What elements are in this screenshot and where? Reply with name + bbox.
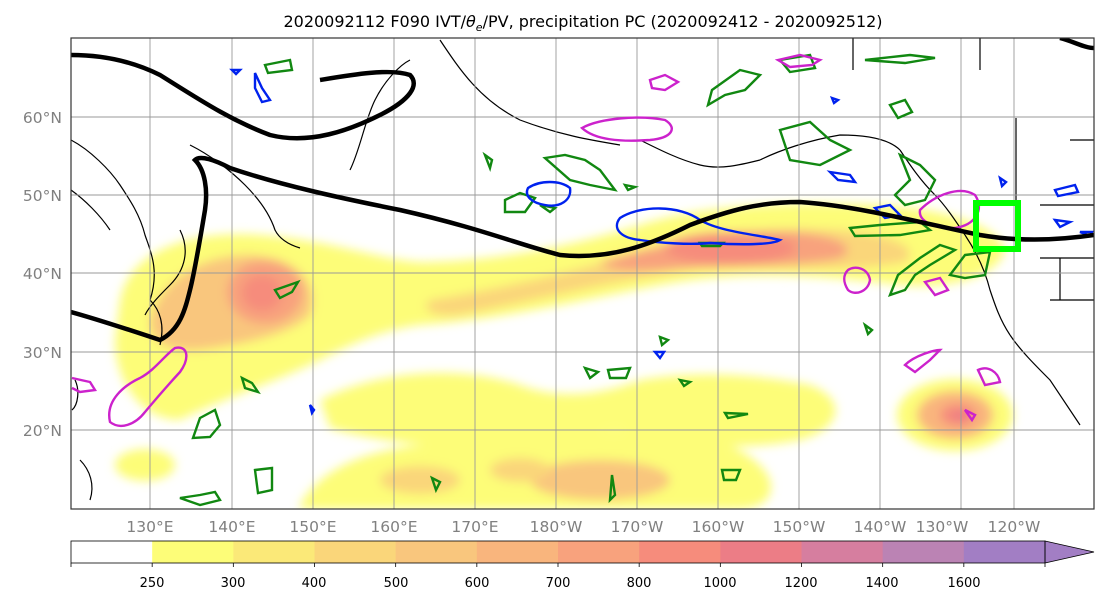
highlight-box (973, 200, 1021, 252)
lat-labels: 60°N 50°N 40°N 30°N 20°N (23, 109, 62, 440)
colorbar-cell (639, 541, 721, 563)
lat-label: 40°N (23, 265, 62, 283)
lon-label: 170°E (451, 518, 498, 536)
colorbar-cell (801, 541, 884, 563)
lon-label: 170°W (611, 518, 664, 536)
lon-label: 130°W (916, 518, 969, 536)
lon-label: 160°W (692, 518, 745, 536)
colorbar-tick-label: 1200 (784, 576, 817, 591)
colorbar-tick-label: 1400 (865, 576, 898, 591)
lon-label: 180°W (530, 518, 583, 536)
colorbar-cell (71, 541, 153, 563)
colorbar-extend-arrow (1044, 540, 1095, 564)
map-title: 2020092112 F090 IVT/θe/PV, precipitation… (283, 12, 882, 34)
colorbar-cell (963, 541, 1046, 563)
colorbar-cell (233, 541, 315, 563)
colorbar-tick-labels: 250 300 400 500 600 700 800 1000 1200 14… (140, 576, 981, 591)
lon-label: 130°E (126, 518, 173, 536)
colorbar-tick-label: 700 (546, 576, 571, 591)
colorbar-tick-label: 800 (627, 576, 652, 591)
lon-label: 120°W (988, 518, 1041, 536)
colorbar: 250 300 400 500 600 700 800 1000 1200 14… (70, 540, 1095, 591)
colorbar-cell (395, 541, 478, 563)
colorbar-cell (720, 541, 802, 563)
colorbar-tick-label: 400 (302, 576, 327, 591)
colorbar-cell (152, 541, 234, 563)
colorbar-cell (476, 541, 559, 563)
colorbar-cell (558, 541, 640, 563)
map-panel (71, 38, 1094, 509)
pv-contours (179, 53, 992, 507)
lon-label: 140°W (854, 518, 907, 536)
theta-e-contours (71, 53, 1002, 427)
lon-labels: 130°E 140°E 150°E 160°E 170°E 180°W 170°… (126, 518, 1040, 536)
colorbar-cell (882, 541, 965, 563)
lat-label: 30°N (23, 344, 62, 362)
colorbar-tick-label: 500 (384, 576, 409, 591)
lat-label: 50°N (23, 187, 62, 205)
colorbar-ticks (70, 563, 1046, 567)
lon-label: 150°E (289, 518, 336, 536)
lon-label: 160°E (370, 518, 417, 536)
colorbar-cells (71, 541, 1046, 563)
lat-label: 60°N (23, 109, 62, 127)
colorbar-tick-label: 1000 (703, 576, 736, 591)
colorbar-tick-label: 600 (465, 576, 490, 591)
lat-label: 20°N (23, 422, 62, 440)
lon-label: 140°E (208, 518, 255, 536)
map-frame (70, 37, 1095, 510)
colorbar-tick-label: 300 (221, 576, 246, 591)
colorbar-tick-label: 250 (140, 576, 165, 591)
lon-label: 150°W (773, 518, 826, 536)
colorbar-cell (314, 541, 397, 563)
jet-lines (71, 38, 1094, 343)
colorbar-tick-label: 1600 (947, 576, 980, 591)
